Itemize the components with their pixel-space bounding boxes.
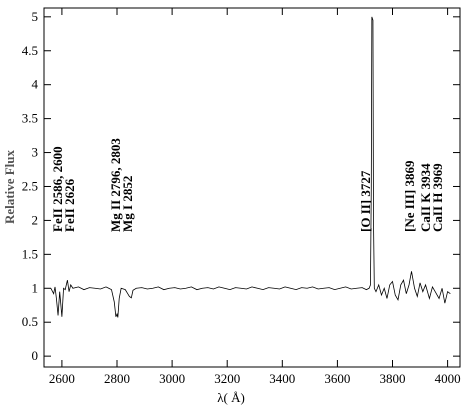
annotation: FeII 2626	[62, 178, 77, 232]
y-tick-label: 1	[32, 280, 39, 295]
annotation: FeII 2586, 2600	[50, 146, 65, 232]
y-tick-label: 5	[32, 9, 39, 24]
x-tick-label: 2600	[49, 371, 75, 386]
x-tick-label: 3800	[380, 371, 406, 386]
y-tick-label: 0	[32, 348, 39, 363]
plot-frame	[43, 7, 461, 368]
y-tick-label: 3	[32, 145, 39, 160]
y-tick-label: 4	[32, 77, 39, 92]
y-tick-label: 2.5	[22, 178, 38, 193]
x-tick-label: 2800	[104, 371, 130, 386]
y-tick-label: 4.5	[22, 43, 38, 58]
x-tick-label: 3200	[214, 371, 240, 386]
x-axis-label: λ( Å)	[217, 390, 245, 405]
y-tick-label: 1.5	[22, 246, 38, 261]
y-tick-label: 3.5	[22, 111, 38, 126]
y-axis-label: Relative Flux	[2, 149, 17, 224]
annotation: CaII H 3969	[430, 163, 445, 232]
x-tick-label: 4000	[435, 371, 461, 386]
x-tick-label: 3400	[269, 371, 295, 386]
spectrum-line	[50, 16, 451, 318]
y-tick-label: 0.5	[22, 314, 38, 329]
annotation: [Ne III] 3869	[402, 160, 417, 232]
annotation: CaII K 3934	[418, 163, 433, 232]
annotation: [O II] 3727	[358, 170, 373, 232]
y-tick-label: 2	[32, 212, 39, 227]
x-tick-label: 3600	[324, 371, 350, 386]
annotation: Mg II 2796, 2803	[108, 138, 123, 232]
x-tick-label: 3000	[159, 371, 185, 386]
annotation: Mg I 2852	[120, 176, 135, 232]
